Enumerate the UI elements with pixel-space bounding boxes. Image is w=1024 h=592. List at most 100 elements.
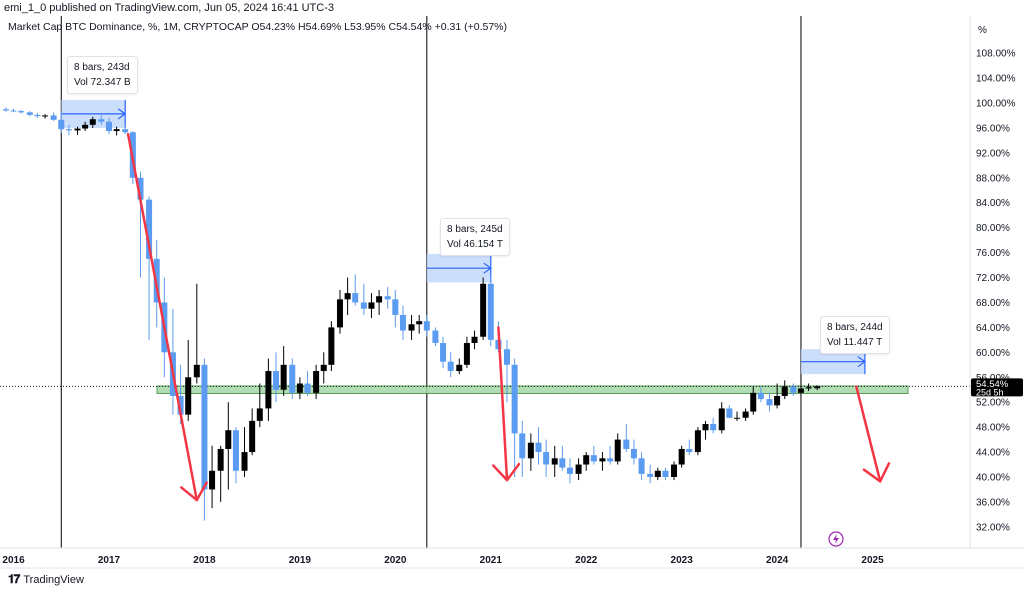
range-info-box-3: 8 bars, 244d Vol 11.447 T — [820, 316, 890, 354]
candle-body — [671, 464, 678, 477]
x-tick-label: 2018 — [193, 555, 216, 566]
date-range-arrowhead — [857, 356, 866, 368]
axes-layer: 32.00% 36.00% 40.00% 44.00% 48.00% 52.00% 56.0… — [0, 16, 1024, 569]
candle-body — [463, 342, 470, 365]
candle-body — [599, 458, 606, 462]
candle-body — [654, 470, 661, 477]
candle-body — [26, 112, 33, 115]
candle-body — [360, 302, 367, 309]
candle-body — [757, 392, 764, 400]
y-tick-label: 100.00% — [976, 99, 1016, 110]
y-tick-label: 40.00% — [976, 473, 1010, 484]
candle-body — [82, 124, 89, 129]
x-tick-label: 2025 — [861, 555, 884, 566]
candle-body — [209, 470, 216, 490]
range-info-box-1: 8 bars, 243d Vol 72.347 B — [67, 56, 138, 94]
candle-body — [399, 314, 406, 331]
candle-body — [289, 364, 296, 393]
footer-brand[interactable]: 𝟏𝟕 TradingView — [8, 572, 84, 587]
x-tick-label: 2019 — [289, 555, 312, 566]
candle-body — [694, 430, 701, 453]
candle-body — [590, 455, 597, 462]
candle-body — [774, 395, 781, 406]
y-tick-label: 64.00% — [976, 323, 1010, 334]
support-zone-band — [156, 385, 909, 394]
lightning-icon — [828, 531, 844, 547]
bar-countdown: 25d 5h — [976, 387, 1004, 397]
y-tick-label: 72.00% — [976, 273, 1010, 284]
y-tick-label: 60.00% — [976, 348, 1010, 359]
candle-body — [519, 433, 526, 459]
candle-body — [503, 349, 510, 365]
candle-body — [42, 115, 49, 117]
candle-body — [137, 177, 144, 200]
candle-body — [320, 364, 327, 372]
candle-body — [146, 199, 153, 259]
candle-body — [790, 386, 797, 393]
candle-body — [416, 321, 423, 325]
support-zone-layer — [0, 385, 970, 394]
candle-body — [614, 439, 621, 462]
candle-body — [527, 442, 534, 459]
candle-body — [686, 448, 693, 453]
candle-body — [750, 392, 757, 412]
candle-body — [623, 439, 630, 449]
candle-body — [702, 424, 709, 431]
price-unit-label: % — [978, 25, 987, 36]
candle-body — [535, 442, 542, 453]
candle-body — [185, 377, 192, 415]
date-range-arrowhead — [117, 108, 127, 120]
candle-body — [89, 119, 96, 125]
candle-body — [630, 448, 637, 459]
candle-body — [193, 364, 200, 378]
y-tick-label: 104.00% — [976, 74, 1016, 85]
candle-body — [814, 386, 821, 389]
candle-body — [232, 430, 239, 471]
range-info-bars: 8 bars, 244d — [827, 322, 883, 333]
candle-body — [74, 128, 81, 131]
candle-body — [647, 473, 654, 477]
candle-body — [432, 330, 439, 343]
candle-body — [113, 129, 120, 132]
candle-body — [304, 383, 311, 393]
candle-body — [480, 283, 487, 337]
trend-arrow-line — [126, 132, 199, 502]
tradingview-logo-icon: 𝟏𝟕 — [8, 572, 20, 586]
published-caption: emi_1_0 published on TradingView.com, Ju… — [4, 2, 335, 14]
y-tick-label: 68.00% — [976, 298, 1010, 309]
candle-body — [376, 296, 383, 303]
candle-body — [105, 121, 112, 132]
candle-body — [559, 458, 566, 468]
candle-body — [328, 327, 335, 365]
candle-body — [710, 424, 717, 431]
y-tick-label: 92.00% — [976, 148, 1010, 159]
candle-body — [440, 342, 447, 362]
range-info-box-2: 8 bars, 245d Vol 46.154 T — [440, 218, 510, 256]
x-tick-label: 2020 — [384, 555, 407, 566]
candle-body — [10, 110, 17, 112]
y-tick-label: 44.00% — [976, 448, 1010, 459]
candle-body — [50, 115, 57, 120]
candle-body — [122, 129, 129, 133]
candle-body — [217, 448, 224, 471]
lightning-bolt-icon — [833, 534, 839, 544]
range-info-volume: Vol 11.447 T — [827, 337, 883, 348]
brand-name: TradingView — [23, 573, 84, 586]
candle-body — [336, 299, 343, 328]
trend-arrow-line — [855, 385, 882, 483]
last-price-value: 54.54% — [976, 379, 1009, 390]
y-tick-label: 56.00% — [976, 373, 1010, 384]
x-tick-label: 2021 — [480, 555, 503, 566]
x-tick-label: 2016 — [2, 555, 25, 566]
symbol-legend: Market Cap BTC Dominance, %, 1M, CRYPTOC… — [8, 21, 508, 33]
candle-body — [18, 111, 25, 113]
candle-body — [566, 467, 573, 474]
candle-body — [511, 364, 518, 434]
y-tick-label: 48.00% — [976, 423, 1010, 434]
candle-body — [352, 293, 359, 303]
candle-body — [249, 420, 256, 453]
candle-body — [423, 321, 430, 331]
x-tick-label: 2017 — [98, 555, 121, 566]
candle-body — [34, 114, 41, 117]
